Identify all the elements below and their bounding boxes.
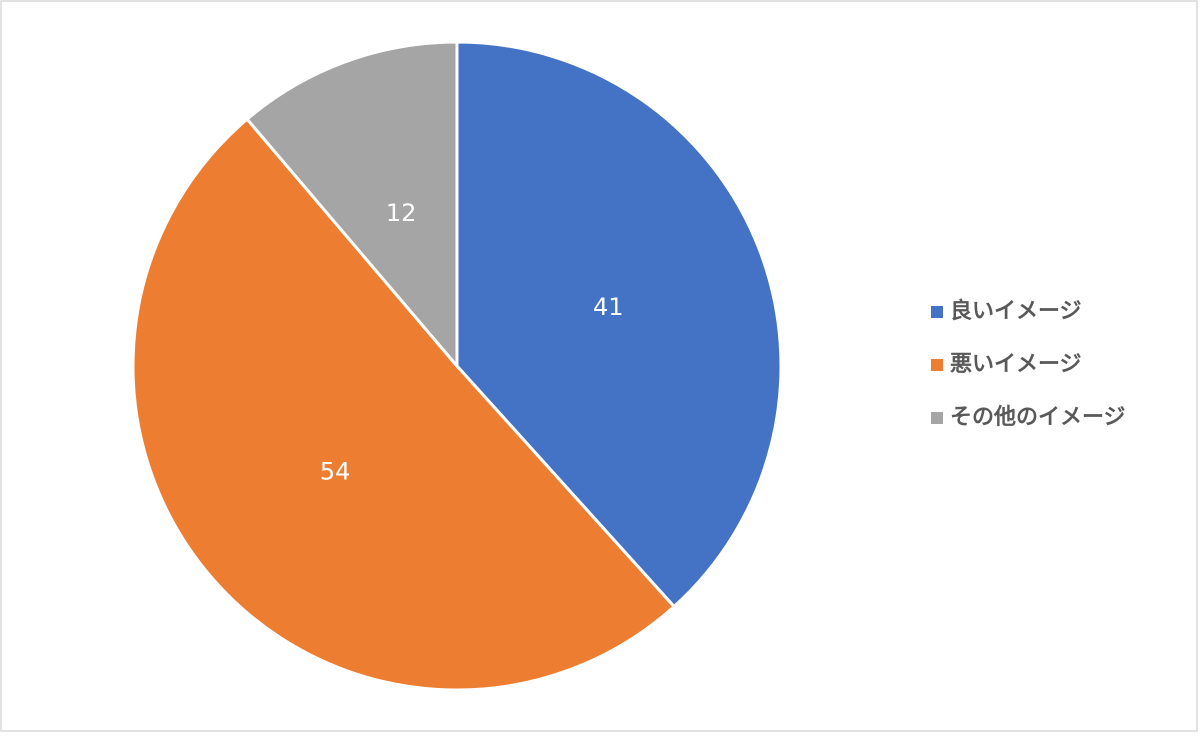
- legend-label: その他のイメージ: [950, 405, 1126, 430]
- pie-slice: [131, 117, 677, 692]
- data-label: 41: [593, 293, 624, 321]
- legend-swatch: [931, 306, 943, 318]
- legend-swatch: [931, 359, 943, 371]
- pie-slice: [455, 40, 783, 609]
- data-label: 54: [320, 458, 351, 486]
- legend-swatch: [931, 412, 943, 424]
- data-label: 12: [386, 199, 417, 227]
- legend-label: 悪いイメージ: [950, 352, 1082, 377]
- legend-label: 良いイメージ: [950, 298, 1082, 324]
- pie-slice: [245, 40, 459, 371]
